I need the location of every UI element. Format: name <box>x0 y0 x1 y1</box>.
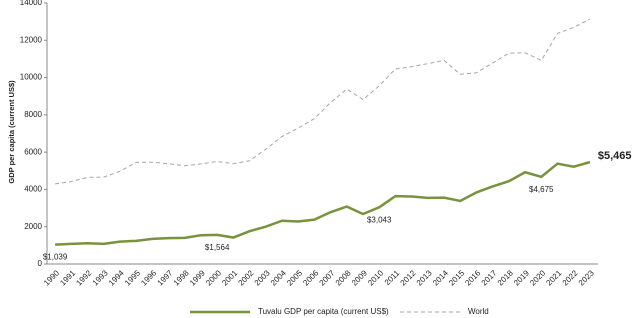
x-tick-label: 2022 <box>561 268 580 287</box>
y-tick-label: 2000 <box>24 222 42 231</box>
y-tick-label: 4000 <box>24 185 42 194</box>
y-axis-title: GDP per capita (current US$) <box>7 80 16 184</box>
x-tick-label: 1997 <box>156 268 175 287</box>
data-label: $3,043 <box>367 215 392 224</box>
x-tick-label: 2010 <box>366 268 385 287</box>
x-tick-label: 2023 <box>577 268 596 287</box>
x-tick-label: 2017 <box>480 268 499 287</box>
x-tick-label: 2009 <box>350 268 369 287</box>
x-tick-label: 1996 <box>139 268 158 287</box>
x-tick-label: 2000 <box>204 268 223 287</box>
series-line <box>55 18 591 185</box>
x-tick-label: 1991 <box>58 268 77 287</box>
x-tick-label: 1995 <box>123 268 142 287</box>
x-tick-label: 2011 <box>383 268 402 287</box>
legend-label: Tuvalu GDP per capita (current US$) <box>258 307 389 316</box>
y-tick-label: 8000 <box>24 110 42 119</box>
x-tick-label: 1994 <box>107 268 126 287</box>
data-label: $1,039 <box>43 253 68 262</box>
y-tick-label: 10000 <box>20 73 43 82</box>
x-tick-label: 2012 <box>399 268 418 287</box>
x-tick-label: 1993 <box>91 268 110 287</box>
y-tick-label: 14000 <box>20 0 43 7</box>
x-tick-label: 2001 <box>220 268 239 287</box>
x-tick-label: 2021 <box>544 268 563 287</box>
x-tick-label: 1990 <box>42 268 61 287</box>
y-tick-label: 6000 <box>24 147 42 156</box>
x-tick-label: 2016 <box>463 268 482 287</box>
x-tick-label: 2019 <box>512 268 531 287</box>
y-tick-label: 0 <box>38 259 43 268</box>
data-label: $4,675 <box>529 185 554 194</box>
data-label: $1,564 <box>205 243 230 252</box>
x-tick-label: 2013 <box>415 268 434 287</box>
x-tick-label: 2014 <box>431 268 450 287</box>
x-tick-label: 2005 <box>285 268 304 287</box>
x-tick-label: 2008 <box>334 268 353 287</box>
x-tick-label: 2007 <box>318 268 337 287</box>
x-tick-label: 2006 <box>301 268 320 287</box>
x-tick-label: 2003 <box>253 268 272 287</box>
data-label: $5,465 <box>598 150 632 162</box>
x-tick-label: 2004 <box>269 268 288 287</box>
y-tick-label: 12000 <box>20 35 43 44</box>
x-tick-label: 2015 <box>447 268 466 287</box>
series-line <box>55 160 591 246</box>
legend-label: World <box>468 307 489 316</box>
x-tick-label: 2002 <box>237 268 256 287</box>
x-tick-label: 1998 <box>172 268 191 287</box>
x-tick-label: 2020 <box>528 268 547 287</box>
x-tick-label: 2018 <box>496 268 515 287</box>
x-tick-label: 1992 <box>74 268 93 287</box>
x-tick-label: 1999 <box>188 268 207 287</box>
